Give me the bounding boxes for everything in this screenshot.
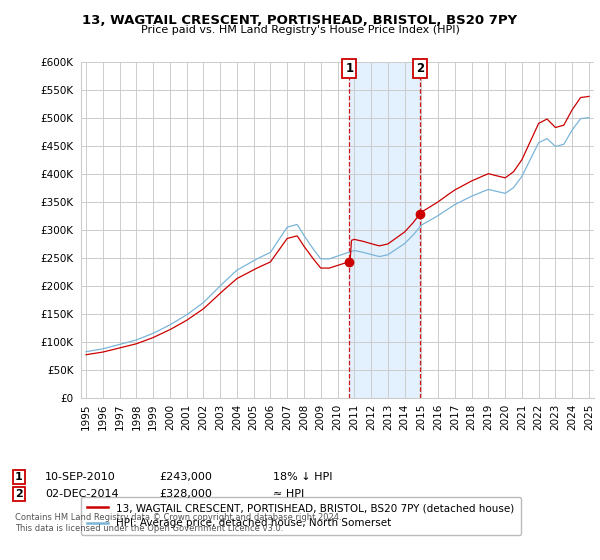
Text: £328,000: £328,000 [159,489,212,499]
HPI: Average price, detached house, North Somerset: (2.02e+03, 5e+05): Average price, detached house, North Som… [586,114,593,121]
Text: ≈ HPI: ≈ HPI [273,489,304,499]
Text: 2: 2 [416,62,424,74]
Text: Contains HM Land Registry data © Crown copyright and database right 2024.: Contains HM Land Registry data © Crown c… [15,513,341,522]
Text: 10-SEP-2010: 10-SEP-2010 [45,472,116,482]
13, WAGTAIL CRESCENT, PORTISHEAD, BRISTOL, BS20 7PY (detached house) [82,351,89,358]
HPI: Average price, detached house, North Somerset: (2.02e+03, 4.15e+05): Average price, detached house, North Som… [524,162,531,169]
Text: £243,000: £243,000 [159,472,212,482]
Text: 1: 1 [346,62,353,74]
13, WAGTAIL CRESCENT, PORTISHEAD, BRISTOL, BS20 7PY (detached house) [386,240,393,246]
Line: 13, WAGTAIL CRESCENT, PORTISHEAD, BRISTOL, BS20 7PY (detached house): 13, WAGTAIL CRESCENT, PORTISHEAD, BRISTO… [86,96,589,354]
Text: 18% ↓ HPI: 18% ↓ HPI [273,472,332,482]
Text: 1: 1 [15,472,23,482]
13, WAGTAIL CRESCENT, PORTISHEAD, BRISTOL, BS20 7PY (detached house) [524,144,531,151]
Legend: 13, WAGTAIL CRESCENT, PORTISHEAD, BRISTOL, BS20 7PY (detached house), HPI: Avera: 13, WAGTAIL CRESCENT, PORTISHEAD, BRISTO… [81,497,521,535]
HPI: Average price, detached house, North Somerset: (2e+03, 8.62e+04): Average price, detached house, North Som… [97,346,104,353]
HPI: Average price, detached house, North Somerset: (2e+03, 1.4e+05): Average price, detached house, North Som… [176,316,183,323]
13, WAGTAIL CRESCENT, PORTISHEAD, BRISTOL, BS20 7PY (detached house) [586,93,593,100]
13, WAGTAIL CRESCENT, PORTISHEAD, BRISTOL, BS20 7PY (detached house) [97,349,104,356]
HPI: Average price, detached house, North Somerset: (2.01e+03, 2.55e+05): Average price, detached house, North Som… [369,251,376,258]
Text: This data is licensed under the Open Government Licence v3.0.: This data is licensed under the Open Gov… [15,524,283,533]
Line: HPI: Average price, detached house, North Somerset: HPI: Average price, detached house, Nort… [86,118,589,352]
13, WAGTAIL CRESCENT, PORTISHEAD, BRISTOL, BS20 7PY (detached house) [369,241,376,248]
13, WAGTAIL CRESCENT, PORTISHEAD, BRISTOL, BS20 7PY (detached house) [397,232,404,239]
Text: Price paid vs. HM Land Registry's House Price Index (HPI): Price paid vs. HM Land Registry's House … [140,25,460,35]
Text: 13, WAGTAIL CRESCENT, PORTISHEAD, BRISTOL, BS20 7PY: 13, WAGTAIL CRESCENT, PORTISHEAD, BRISTO… [82,14,518,27]
HPI: Average price, detached house, North Somerset: (2e+03, 8.2e+04): Average price, detached house, North Som… [82,348,89,355]
Text: 02-DEC-2014: 02-DEC-2014 [45,489,119,499]
13, WAGTAIL CRESCENT, PORTISHEAD, BRISTOL, BS20 7PY (detached house) [176,321,183,328]
HPI: Average price, detached house, North Somerset: (2.01e+03, 2.57e+05): Average price, detached house, North Som… [386,250,393,257]
HPI: Average price, detached house, North Somerset: (2.01e+03, 2.7e+05): Average price, detached house, North Som… [397,243,404,250]
Bar [349,62,420,398]
Text: 2: 2 [15,489,23,499]
